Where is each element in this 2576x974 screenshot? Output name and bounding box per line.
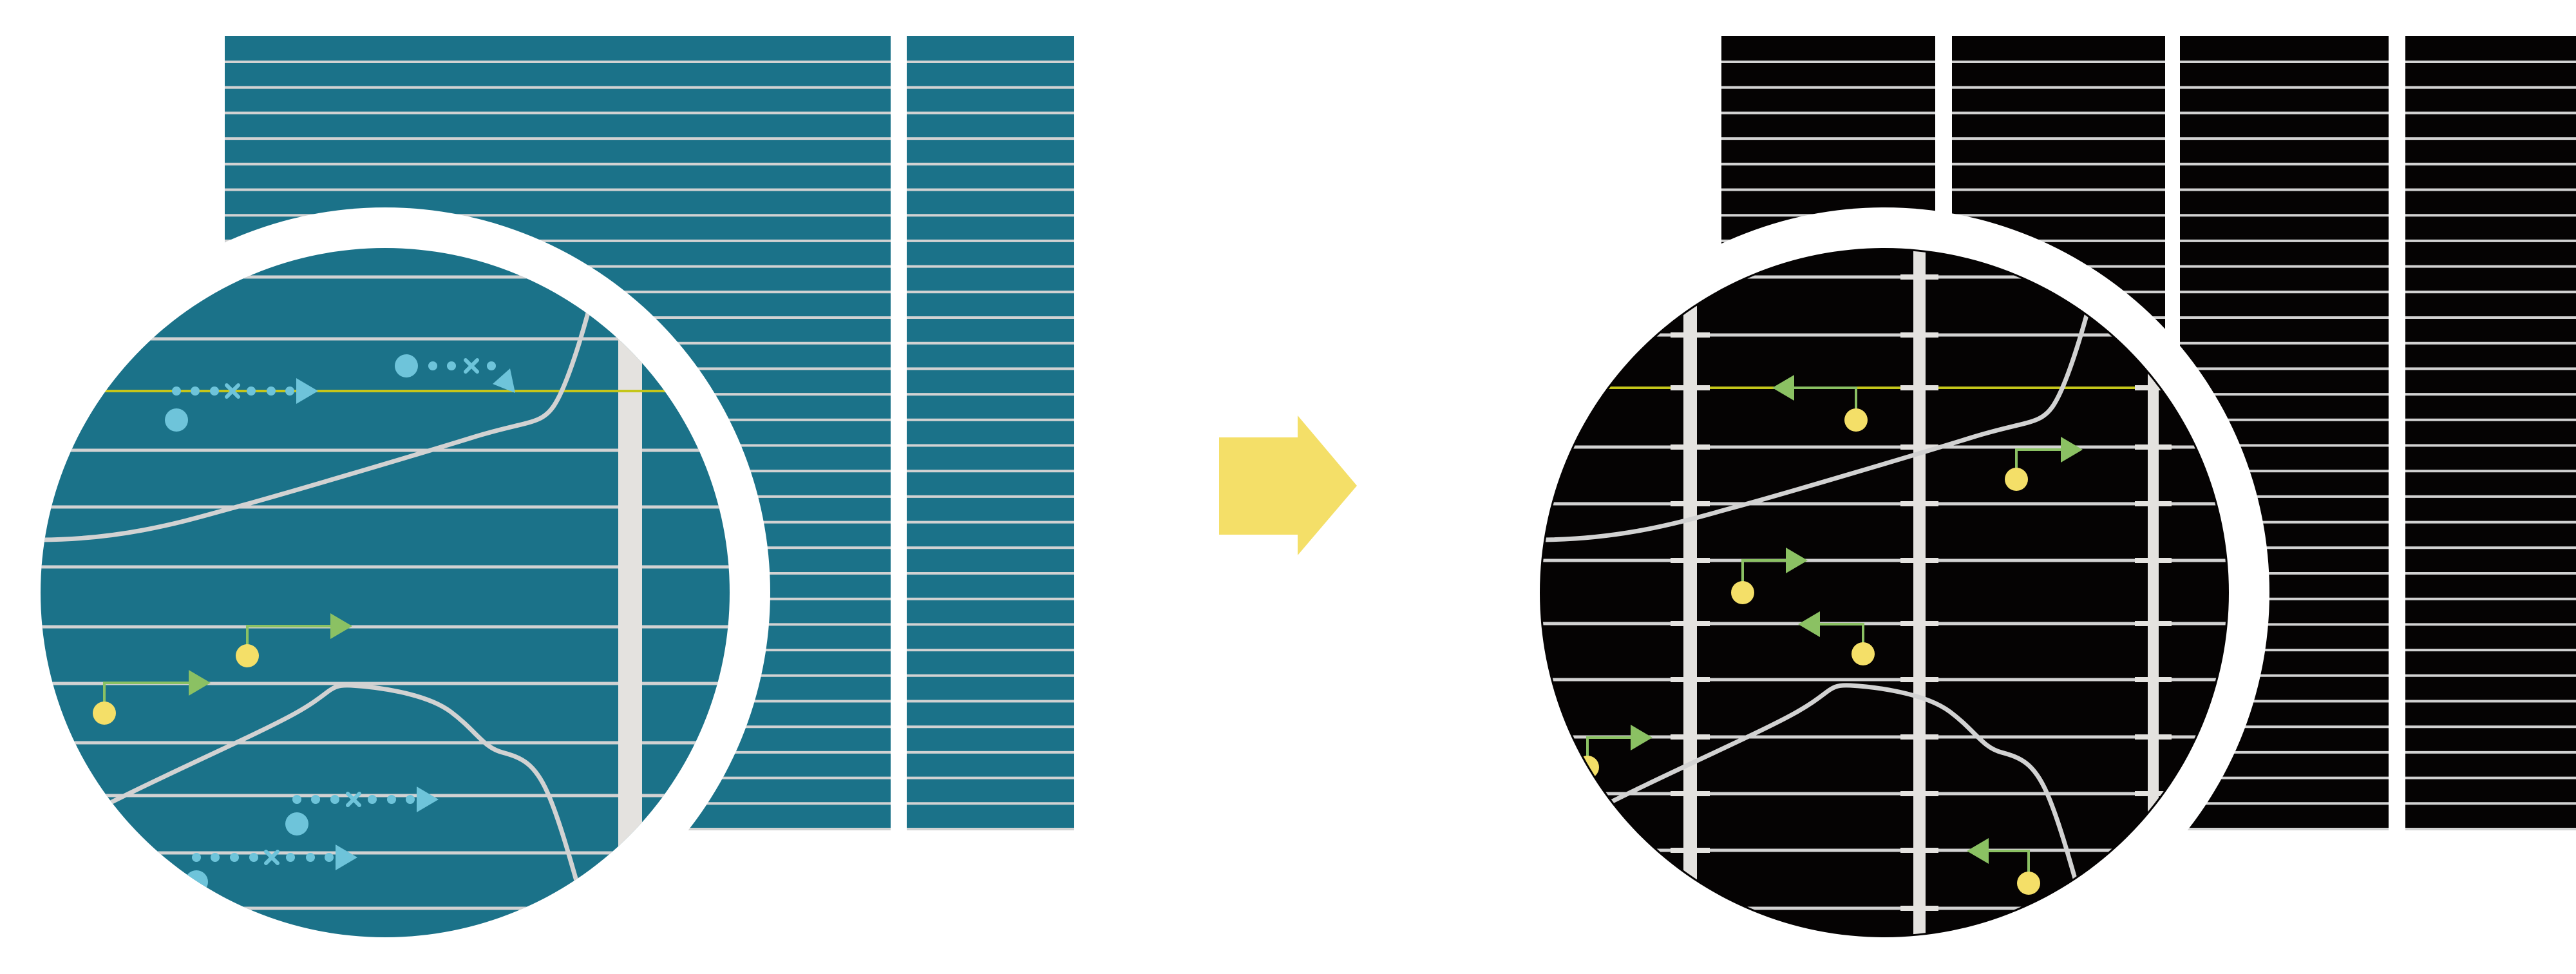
trajectory-curve (41, 283, 598, 542)
dot-marker (249, 853, 258, 862)
bar-tick (2135, 791, 2172, 796)
yellow-dot (1852, 642, 1875, 665)
dot-marker (292, 795, 301, 804)
light-bar (618, 248, 642, 937)
magnifier-background (1540, 248, 2229, 937)
cross-marker-icon (346, 792, 361, 807)
cross-marker-icon (264, 850, 279, 865)
bar-tick (2135, 734, 2172, 740)
dotted-arrow-icon (493, 368, 515, 393)
bar-tick (1900, 791, 1938, 796)
trajectory-curve (1542, 283, 2098, 542)
bar-tick (2135, 385, 2172, 390)
dot-marker (286, 853, 295, 862)
dot-marker (368, 795, 377, 804)
bar-tick (1900, 677, 1938, 682)
yellow-dot (2005, 468, 2028, 491)
dot-marker (325, 853, 334, 862)
dotted-arrow-icon (336, 845, 357, 870)
bar-tick (2135, 677, 2172, 682)
dot-marker (387, 795, 396, 804)
green-arrow-icon (2061, 437, 2083, 463)
right-magnifier-circle-icon (1499, 207, 2269, 974)
yellow-dot (1844, 408, 1868, 432)
bar-tick (1671, 848, 1710, 853)
bar-tick (1671, 385, 1710, 390)
bar-tick (1900, 274, 1938, 280)
bar-tick (1900, 501, 1938, 506)
dot-marker (406, 795, 415, 804)
bar-tick (2135, 501, 2172, 506)
yellow-dot (1731, 581, 1754, 604)
transition-arrow-icon (1219, 415, 1357, 555)
grid-column (907, 36, 1074, 830)
dot-marker (306, 853, 315, 862)
green-arrow-icon (1786, 548, 1808, 573)
start-point (165, 408, 188, 432)
magnifier-content (41, 248, 730, 937)
dot-marker (192, 853, 201, 862)
bar-tick (1671, 444, 1710, 450)
dot-marker (285, 387, 294, 396)
cross-marker-icon (225, 383, 240, 399)
yellow-dot (236, 644, 259, 667)
green-arrow-icon (1967, 838, 1989, 864)
dot-marker (487, 361, 496, 370)
bar-tick (2135, 621, 2172, 626)
dotted-arrow-icon (296, 378, 318, 404)
yellow-dot (93, 702, 116, 725)
dot-marker (210, 387, 219, 396)
dot-marker (172, 387, 181, 396)
bar-tick (1671, 501, 1710, 506)
dot-marker (330, 795, 339, 804)
bar-tick (1671, 791, 1710, 796)
bar-tick (1671, 332, 1710, 338)
dot-marker (247, 387, 256, 396)
start-point (395, 354, 418, 377)
dot-marker (211, 853, 220, 862)
bar-tick (1671, 677, 1710, 682)
green-arrow-icon (189, 670, 211, 696)
dot-marker (267, 387, 276, 396)
green-arrow-icon (1772, 375, 1794, 401)
dotted-arrow-icon (417, 787, 439, 812)
left-magnifier-circle-icon (0, 207, 770, 974)
bar-tick (1900, 734, 1938, 740)
bar-tick (1900, 385, 1938, 390)
bar-tick (1900, 848, 1938, 853)
bar-tick (2135, 444, 2172, 450)
bar-tick (1671, 621, 1710, 626)
green-arrow-icon (1798, 611, 1820, 637)
light-bar (1913, 250, 1926, 935)
dot-marker (230, 853, 239, 862)
trajectory-curve (89, 683, 589, 915)
bar-tick (1900, 444, 1938, 450)
green-arrow-icon (330, 613, 352, 639)
bar-tick (2135, 558, 2172, 563)
light-bar (2148, 250, 2159, 935)
dot-marker (311, 795, 320, 804)
magnifier-content (1542, 250, 2227, 935)
bar-tick (1671, 558, 1710, 563)
bar-tick (1900, 332, 1938, 338)
yellow-dot (2017, 872, 2040, 895)
dot-marker (428, 361, 437, 370)
start-point (285, 812, 308, 836)
magnifier-background (41, 248, 730, 937)
green-arrow-icon (1631, 725, 1653, 750)
bar-tick (1900, 906, 1938, 911)
dot-marker (191, 387, 200, 396)
bar-tick (1900, 621, 1938, 626)
bar-tick (2135, 906, 2172, 911)
trajectory-curve (1588, 683, 2088, 915)
bar-tick (1900, 558, 1938, 563)
grid-column (2405, 36, 2576, 830)
dot-marker (447, 361, 456, 370)
bar-tick (1671, 734, 1710, 740)
cross-marker-icon (464, 358, 479, 374)
